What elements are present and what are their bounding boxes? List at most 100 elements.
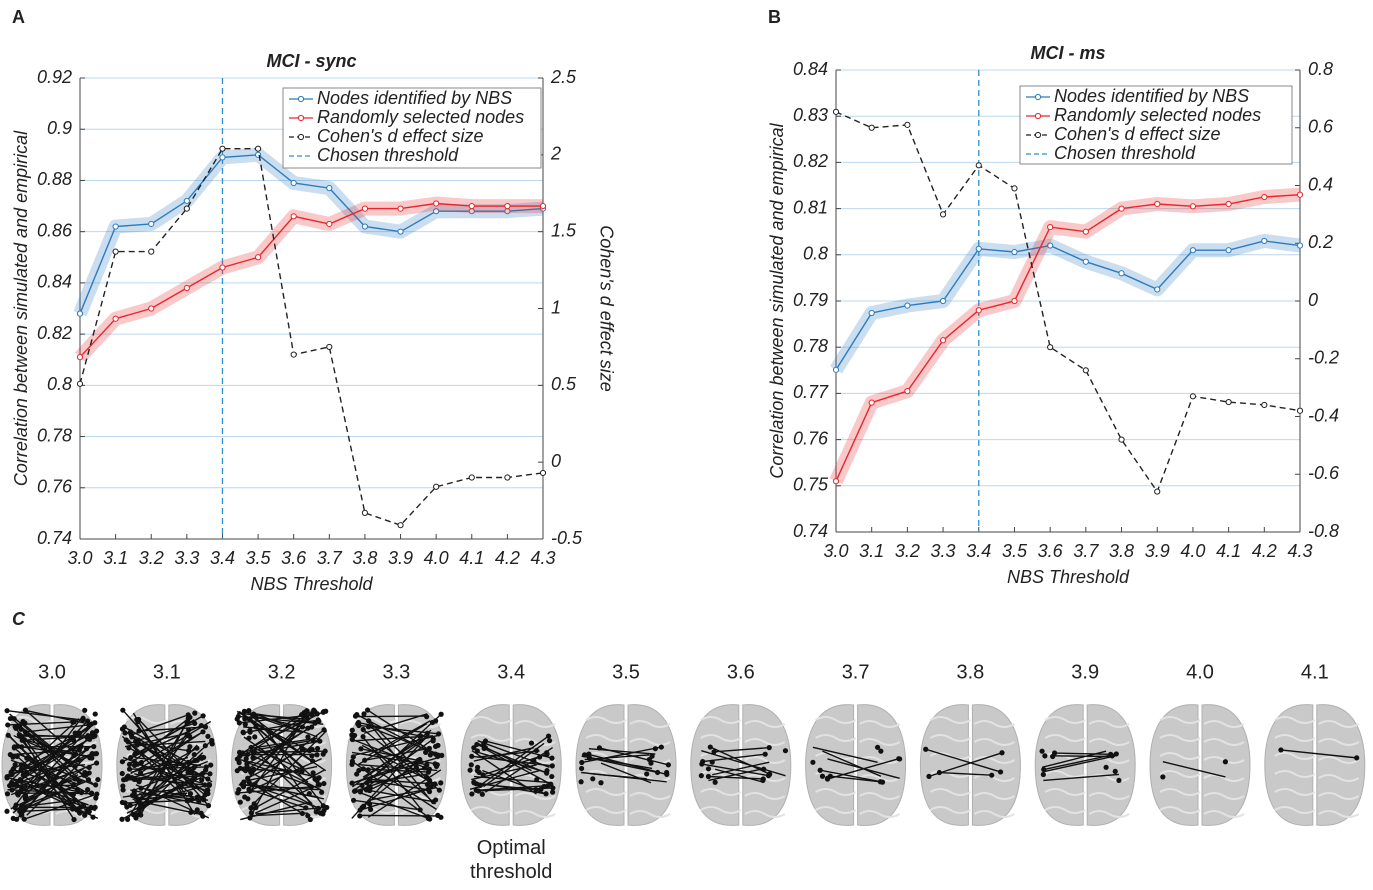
node xyxy=(305,813,310,818)
point xyxy=(149,306,154,311)
node xyxy=(87,765,92,770)
node xyxy=(6,733,11,738)
hemisphere xyxy=(1087,705,1135,826)
point xyxy=(833,479,838,484)
point xyxy=(184,285,189,290)
node xyxy=(438,815,443,820)
node xyxy=(202,792,207,797)
point xyxy=(255,146,260,151)
node xyxy=(301,747,306,752)
point xyxy=(905,122,910,127)
x-tick-label: 4.3 xyxy=(530,548,555,568)
point xyxy=(1012,298,1017,303)
node xyxy=(1113,769,1118,774)
point xyxy=(1262,402,1267,407)
legend-marker xyxy=(1035,113,1040,118)
node xyxy=(136,738,141,743)
y-tick-label: 0.79 xyxy=(793,290,828,310)
point xyxy=(291,180,296,185)
point xyxy=(1297,192,1302,197)
point xyxy=(1226,399,1231,404)
y-tick-label: 0.74 xyxy=(793,521,828,541)
x-tick-label: 3.4 xyxy=(966,541,991,561)
node xyxy=(1108,752,1113,757)
point xyxy=(1119,206,1124,211)
node xyxy=(134,717,139,722)
point xyxy=(327,186,332,191)
node xyxy=(424,714,429,719)
node xyxy=(1354,755,1359,760)
node xyxy=(350,759,355,764)
hemisphere xyxy=(858,705,906,826)
node xyxy=(828,774,833,779)
node xyxy=(480,792,485,797)
point xyxy=(469,203,474,208)
node xyxy=(201,797,206,802)
node xyxy=(189,797,194,802)
node xyxy=(206,803,211,808)
x-tick-label: 4.2 xyxy=(1252,541,1277,561)
node xyxy=(549,756,554,761)
x-tick-label: 3.6 xyxy=(1038,541,1064,561)
brain-label: 3.3 xyxy=(382,661,410,683)
node xyxy=(880,780,885,785)
node xyxy=(87,755,92,760)
node xyxy=(351,798,356,803)
node xyxy=(84,746,89,751)
node xyxy=(245,796,250,801)
node xyxy=(188,791,193,796)
brain xyxy=(461,705,561,826)
brain-label: 3.7 xyxy=(842,661,870,683)
y2-tick-label: -0.5 xyxy=(551,528,583,548)
node xyxy=(191,765,196,770)
node xyxy=(998,769,1003,774)
node xyxy=(666,762,671,767)
brain xyxy=(1150,705,1250,826)
node xyxy=(238,766,243,771)
node xyxy=(923,747,928,752)
y2-tick-label: 0.8 xyxy=(1308,59,1333,79)
node xyxy=(427,746,432,751)
node xyxy=(196,799,201,804)
chart-title: MCI - ms xyxy=(1030,43,1105,63)
node xyxy=(88,805,93,810)
y-tick-label: 0.8 xyxy=(47,374,72,394)
legend-marker xyxy=(298,115,303,120)
node xyxy=(425,814,430,819)
y-tick-label: 0.83 xyxy=(793,105,828,125)
node xyxy=(125,817,130,822)
x-tick-label: 3.0 xyxy=(823,541,848,561)
y-tick-label: 0.9 xyxy=(47,118,72,138)
node xyxy=(706,766,711,771)
node xyxy=(546,734,551,739)
node xyxy=(439,753,444,758)
point xyxy=(976,163,981,168)
node xyxy=(10,767,15,772)
node xyxy=(533,787,538,792)
node xyxy=(13,762,18,767)
point xyxy=(1012,186,1017,191)
x-tick-label: 4.2 xyxy=(495,548,520,568)
x-tick-label: 3.1 xyxy=(103,548,128,568)
node xyxy=(897,756,902,761)
brain-label: 3.1 xyxy=(153,661,181,683)
node xyxy=(18,788,23,793)
series-line xyxy=(836,195,1300,482)
node xyxy=(357,813,362,818)
point xyxy=(362,206,367,211)
brain-label: 3.4 xyxy=(497,661,525,683)
point xyxy=(291,352,296,357)
point xyxy=(1190,248,1195,253)
node xyxy=(1103,765,1108,770)
x-tick-label: 3.2 xyxy=(139,548,164,568)
node xyxy=(699,773,704,778)
point xyxy=(1226,201,1231,206)
x-tick-label: 3.7 xyxy=(317,548,343,568)
node xyxy=(246,708,251,713)
node xyxy=(321,781,326,786)
chart-title: MCI - sync xyxy=(266,51,356,71)
node xyxy=(1223,759,1228,764)
point xyxy=(869,310,874,315)
node xyxy=(317,775,322,780)
